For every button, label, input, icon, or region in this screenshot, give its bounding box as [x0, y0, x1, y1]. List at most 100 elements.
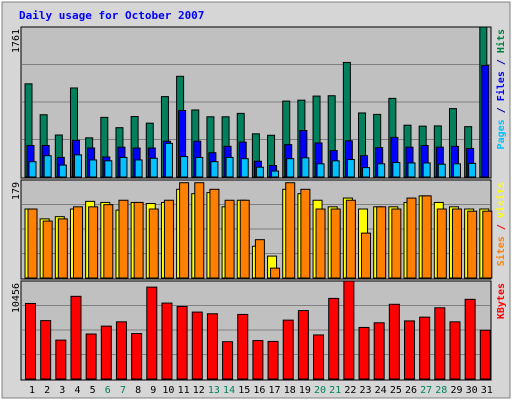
kbytes-legend-label: KBytes [496, 283, 507, 319]
kbytes-max-label: 10456 [11, 283, 22, 313]
pages-bar [43, 155, 52, 178]
kbytes-bar [449, 321, 461, 380]
pages-bar [316, 163, 325, 178]
kbytes-bar [373, 322, 385, 380]
sites-bar [72, 206, 83, 279]
day-label: 28 [435, 385, 447, 396]
kbytes-bar [115, 321, 127, 380]
kbytes-bar [191, 311, 203, 380]
sites-bar [163, 199, 174, 279]
day-label: 7 [120, 385, 126, 396]
legend-series-label: Files [495, 71, 507, 101]
kbytes-bar [70, 295, 82, 380]
sites-bar [285, 182, 296, 279]
pages-bar [134, 159, 143, 178]
sites-bar [239, 199, 250, 279]
kbytes-bar [479, 329, 491, 380]
pages-bar [301, 157, 310, 178]
sites-bar [482, 210, 493, 279]
sites-bar [57, 218, 68, 279]
files-bar [481, 64, 490, 178]
day-label: 15 [238, 385, 250, 396]
day-label: 27 [420, 385, 432, 396]
hits-files-pages-bars [24, 26, 490, 178]
kbytes-bar [85, 333, 97, 380]
kbytes-bar [404, 320, 415, 380]
pages-bar [225, 156, 234, 178]
pages-bar [452, 163, 461, 178]
kbytes-bars [25, 280, 491, 380]
visits-max-label: 179 [11, 182, 22, 200]
sites-bar [88, 206, 99, 279]
pages-bar [240, 158, 249, 178]
sites-bar [361, 232, 372, 279]
kbytes-bar [25, 302, 36, 380]
pages-bar [149, 157, 158, 178]
legend-series-label: Sites [495, 236, 507, 266]
sites-bar [451, 208, 462, 279]
sites-bar [467, 210, 478, 279]
kbytes-bar [237, 313, 249, 380]
kbytes-bar [267, 340, 279, 380]
kbytes-bar [100, 325, 112, 380]
kbytes-bar [146, 286, 158, 380]
day-label: 13 [208, 385, 220, 396]
kbytes-bar [222, 341, 234, 380]
kbytes-bar [388, 303, 400, 380]
legend-series-label: / [496, 218, 507, 236]
day-label: 6 [105, 385, 111, 396]
pages-bar [407, 162, 416, 178]
kbytes-bar [176, 305, 188, 380]
kbytes-bar [40, 320, 52, 380]
day-label: 4 [74, 385, 80, 396]
day-label: 22 [344, 385, 356, 396]
pages-bar [468, 162, 477, 178]
pages-bar [331, 160, 340, 178]
pages-bar [58, 164, 67, 178]
kbytes-bar [464, 298, 476, 380]
kbytes-bar [282, 319, 294, 380]
sites-bar [148, 208, 159, 279]
pages-bar [195, 156, 204, 178]
kbytes-bar [161, 302, 173, 380]
hits-files-pages-panel: 1761 Pages / Files / Hits [11, 26, 507, 179]
kbytes-bar [297, 310, 309, 380]
pages-bar [119, 156, 128, 178]
pages-bar [164, 142, 173, 178]
sites-bar [209, 188, 220, 279]
kbytes-bar [206, 313, 218, 380]
pages-bar [377, 163, 386, 178]
hits-max-label: 1761 [11, 29, 22, 53]
day-label: 3 [59, 385, 65, 396]
day-label: 18 [284, 385, 296, 396]
pages-bar [437, 163, 446, 178]
day-label: 20 [314, 385, 326, 396]
day-label: 30 [466, 385, 478, 396]
sites-bar [376, 206, 387, 279]
kbytes-panel: 10456 KBytes [11, 280, 507, 381]
day-label: 12 [193, 385, 205, 396]
day-label: 25 [390, 385, 402, 396]
sites-bar [27, 208, 38, 279]
day-label: 10 [162, 385, 174, 396]
kbytes-bar [419, 316, 431, 380]
day-axis-labels: 1 2 3 4 5 6 7 8 9 10 11 12 13 14 15 16 17 18 19 20 21 22 23 24 2… [29, 385, 493, 396]
sites-bar [103, 204, 114, 279]
sites-bar [421, 195, 432, 279]
day-label: 5 [90, 385, 96, 396]
legend-series-label: / [496, 101, 507, 119]
legend-series-label: Hits [495, 29, 507, 53]
day-label: 31 [481, 385, 493, 396]
legend-series-label: KBytes [496, 283, 507, 319]
sites-visits-panel: 179 Sites / Visits [11, 179, 507, 280]
day-label: 8 [135, 385, 141, 396]
sites-visits-bars [24, 182, 493, 279]
day-label: 11 [178, 385, 190, 396]
day-label: 16 [253, 385, 265, 396]
kbytes-bar [55, 339, 67, 380]
day-label: 2 [44, 385, 50, 396]
kbytes-bar [131, 333, 143, 380]
day-label: 26 [405, 385, 417, 396]
pages-bar [210, 161, 219, 178]
day-label: 21 [329, 385, 341, 396]
